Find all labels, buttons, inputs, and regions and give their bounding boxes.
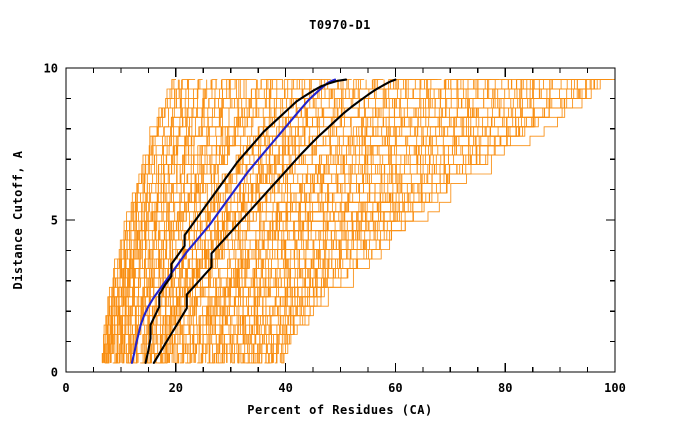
ensemble-curves xyxy=(101,79,615,364)
y-tick-label: 0 xyxy=(51,366,58,380)
ensemble-curve xyxy=(123,79,248,363)
ensemble-curve xyxy=(121,79,239,363)
ensemble-curve xyxy=(151,79,331,363)
x-tick-label: 100 xyxy=(604,381,626,395)
ensemble-curve xyxy=(104,79,180,364)
highlight-curve-highlight-black-model-1 xyxy=(144,78,348,364)
ensemble-curve xyxy=(175,79,394,363)
x-axis-label: Percent of Residues (CA) xyxy=(247,403,432,417)
highlight-curves xyxy=(130,78,397,364)
ensemble-curve xyxy=(216,79,486,363)
y-tick-label: 10 xyxy=(44,62,58,76)
ensemble-curve xyxy=(136,79,283,364)
x-tick-label: 60 xyxy=(388,381,402,395)
ensemble-curve xyxy=(282,79,613,363)
axis-tick-labels: 0 20 40 60 80 100 0 5 10 xyxy=(44,62,626,396)
ensemble-curve xyxy=(257,79,567,364)
x-tick-label: 20 xyxy=(169,381,183,395)
ensemble-curve xyxy=(105,79,196,363)
ensemble-curve xyxy=(133,79,283,363)
ensemble-curve xyxy=(136,79,290,363)
page-title: T0970-D1 xyxy=(309,18,371,32)
ensemble-curve xyxy=(280,79,609,363)
x-tick-label: 40 xyxy=(278,381,292,395)
ensemble-curve xyxy=(109,79,213,363)
ensemble-curve xyxy=(101,79,179,363)
ensemble-curve xyxy=(165,79,361,363)
ensemble-curve xyxy=(183,79,407,363)
ensemble-curve xyxy=(240,79,533,363)
ensemble-curve xyxy=(258,79,560,364)
y-tick-label: 5 xyxy=(51,214,58,228)
axis-ticks xyxy=(65,67,616,373)
ensemble-curve xyxy=(154,79,339,363)
ensemble-curve xyxy=(202,79,452,363)
x-tick-label: 80 xyxy=(498,381,512,395)
ensemble-curve xyxy=(169,79,379,363)
ensemble-curve xyxy=(273,79,596,363)
ensemble-curve xyxy=(178,79,396,363)
highlight-curve-highlight-black-model-2 xyxy=(152,78,397,364)
ensemble-curve xyxy=(103,79,189,363)
y-axis-label: Distance Cutoff, A xyxy=(11,150,25,289)
x-tick-label: 0 xyxy=(62,381,69,395)
highlight-curve-highlight-blue-model xyxy=(130,78,337,364)
